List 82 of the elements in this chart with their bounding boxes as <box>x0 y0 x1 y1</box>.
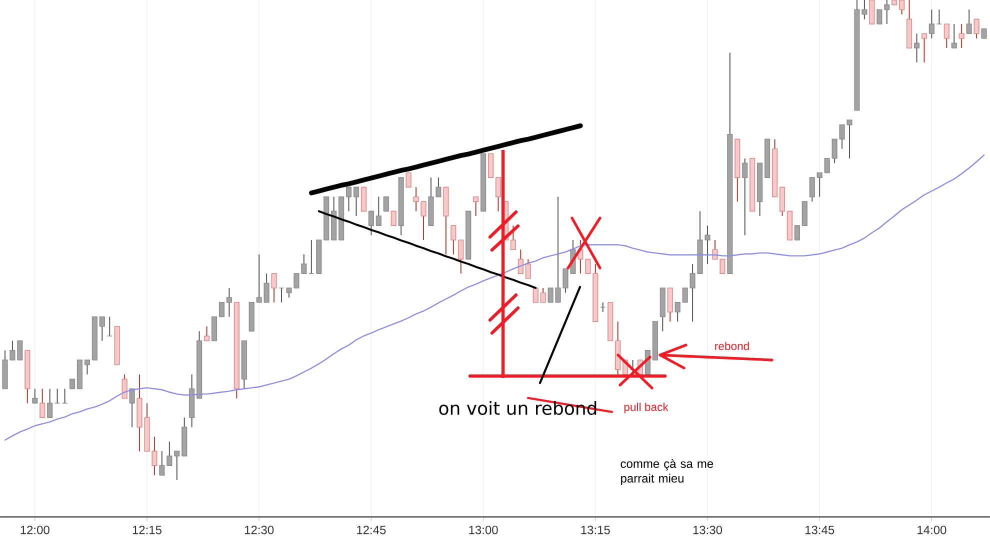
candlestick <box>532 288 538 303</box>
candlestick <box>32 388 38 404</box>
candlestick <box>368 210 374 236</box>
candlestick <box>47 388 53 418</box>
candlestick <box>256 254 262 303</box>
candlestick <box>936 9 942 24</box>
x-tick-label: 12:30 <box>244 526 274 534</box>
candlestick <box>62 388 68 404</box>
candlestick <box>944 23 950 48</box>
candlestick <box>383 196 389 212</box>
candlestick <box>802 201 808 226</box>
candlestick <box>600 302 606 312</box>
candlestick <box>809 177 815 202</box>
candlestick <box>166 441 172 466</box>
candlestick <box>458 239 464 274</box>
candlestick <box>308 239 314 274</box>
candlestick <box>174 450 180 480</box>
annotation: pull back <box>624 402 668 414</box>
candlestick <box>682 288 688 303</box>
candlestick <box>473 196 479 216</box>
candlestick <box>390 210 396 226</box>
candlestick <box>271 273 277 303</box>
candlestick <box>346 186 352 212</box>
candlestick <box>376 196 382 226</box>
candlestick <box>921 33 928 63</box>
candlestick <box>278 287 284 303</box>
candlestick <box>406 172 412 188</box>
candlestick <box>779 186 786 216</box>
candlestick <box>832 138 838 164</box>
x-tick-label: 13:45 <box>806 526 834 534</box>
candlestick <box>54 388 60 404</box>
annotation: rebond <box>715 342 749 350</box>
x-tick-label: 12:15 <box>132 526 162 534</box>
x-tick-label: 13:00 <box>469 526 498 534</box>
candlestick <box>674 302 680 322</box>
candlestick <box>667 287 673 322</box>
candlestick <box>264 273 270 303</box>
candlestick <box>510 225 516 250</box>
x-tick-label: 14:00 <box>918 526 946 534</box>
annotation: comme çà sa me parrait mieu <box>620 458 714 485</box>
candlestick <box>876 9 882 24</box>
candlestick <box>585 258 591 274</box>
candlestick <box>974 18 980 39</box>
candlestick <box>540 287 546 303</box>
candlestick <box>869 0 875 24</box>
x-tick-label: 12:00 <box>20 526 50 534</box>
candlestick <box>518 249 524 274</box>
candlestick <box>40 388 46 418</box>
candlestick <box>928 9 934 39</box>
candlestick <box>226 287 232 318</box>
candlestick <box>966 9 972 34</box>
candlestick <box>981 28 987 39</box>
candlestick <box>525 258 531 279</box>
x-tick-label: 12:45 <box>357 526 386 534</box>
candlestick <box>301 254 307 274</box>
candlestick <box>914 33 920 63</box>
candlestick <box>211 316 218 342</box>
x-tick-label: 13:15 <box>581 526 610 534</box>
candlestick <box>122 374 128 399</box>
candlestick <box>958 23 964 48</box>
candlestick <box>488 153 494 178</box>
candlestick <box>84 359 90 375</box>
candlestick <box>129 388 135 428</box>
candlestick <box>951 23 957 48</box>
candlestick <box>884 0 890 24</box>
candlestick <box>106 316 112 336</box>
annotation: on voit un rebond <box>439 401 596 415</box>
candlestick <box>450 225 456 255</box>
candlestick <box>218 302 225 318</box>
x-tick-label: 13:30 <box>693 526 722 534</box>
candlestick <box>794 225 800 240</box>
candlestick <box>69 378 76 390</box>
candlestick <box>742 158 748 236</box>
candlestick <box>824 158 830 174</box>
candlestick <box>353 186 360 216</box>
candlestick <box>816 172 822 198</box>
candlestick <box>495 177 502 212</box>
candlestick <box>204 326 210 342</box>
candlestick <box>899 0 905 15</box>
candlestick <box>99 316 105 342</box>
candlestick <box>360 186 367 212</box>
candlestick <box>159 450 165 476</box>
